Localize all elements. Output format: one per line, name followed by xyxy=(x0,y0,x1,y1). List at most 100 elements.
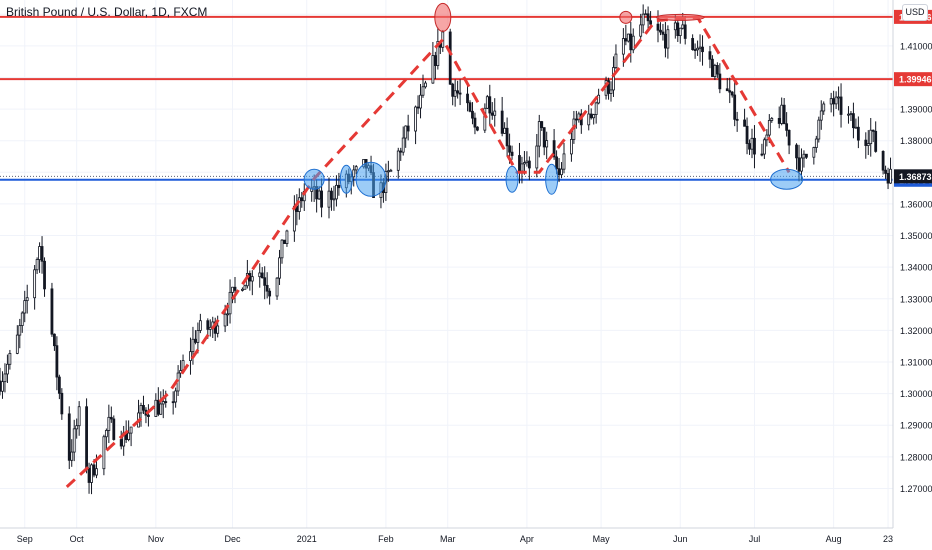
candle-body xyxy=(250,276,254,282)
candle xyxy=(852,102,855,139)
candle xyxy=(666,25,670,59)
candle xyxy=(812,146,816,165)
candle xyxy=(233,276,237,304)
candle xyxy=(75,418,79,439)
candle-body xyxy=(401,137,405,153)
candle-body xyxy=(847,113,850,116)
candle xyxy=(414,105,417,145)
candle xyxy=(683,16,687,45)
support-touch-marker xyxy=(339,164,353,194)
candle-body xyxy=(552,140,556,158)
price-tick-label: 1.31000 xyxy=(900,358,932,368)
candle xyxy=(735,111,739,132)
candle xyxy=(562,142,566,174)
candle-body xyxy=(664,33,667,49)
candle-body xyxy=(834,96,838,105)
candle xyxy=(733,81,737,127)
candle-body xyxy=(191,338,195,353)
candle xyxy=(283,239,286,244)
candle xyxy=(433,51,437,79)
candle-body xyxy=(560,168,563,176)
price-axis[interactable]: 1.27000 1.28000 1.29000 1.30000 1.31000 1.320… xyxy=(892,0,932,550)
candle-body xyxy=(691,38,695,50)
candle xyxy=(787,129,791,155)
candle-body xyxy=(555,156,558,170)
candle xyxy=(730,91,734,98)
candle-body xyxy=(693,49,697,51)
candle xyxy=(750,128,754,159)
candle xyxy=(485,94,489,110)
candle-body xyxy=(839,96,843,115)
candle-body xyxy=(466,93,469,104)
candle-body xyxy=(520,163,524,172)
candle-body xyxy=(8,352,12,365)
candle-body xyxy=(147,414,150,417)
candle xyxy=(396,147,400,179)
candle xyxy=(228,279,232,324)
candle-body xyxy=(812,147,816,158)
candle-body xyxy=(38,246,41,260)
candle-body xyxy=(525,160,529,163)
candle xyxy=(574,110,578,129)
candle xyxy=(626,33,630,43)
time-axis[interactable]: Sep Oct Nov Dec 2021 Feb Mar Apr May Jun Jul Aug 23 xyxy=(0,527,893,550)
candle-body xyxy=(127,432,131,440)
price-tick-label: 1.33000 xyxy=(900,294,932,304)
candle-body xyxy=(713,65,717,77)
candle-body xyxy=(725,88,729,92)
candle xyxy=(696,40,699,56)
candle-body xyxy=(278,257,281,279)
candle xyxy=(537,114,541,158)
candle-body xyxy=(587,113,591,126)
candle xyxy=(275,277,279,300)
candle xyxy=(159,391,163,415)
candle xyxy=(711,55,714,77)
candle xyxy=(15,325,19,355)
candle-body xyxy=(805,153,808,158)
candle xyxy=(258,263,262,288)
candle xyxy=(332,185,336,211)
candle xyxy=(814,135,818,153)
candle xyxy=(713,63,717,80)
candle-body xyxy=(644,13,648,16)
candle xyxy=(762,137,766,159)
candle xyxy=(386,160,390,182)
last-price-tag-label: 1.36873 xyxy=(899,172,932,182)
candle xyxy=(23,290,27,323)
support-touch-marker xyxy=(505,165,519,193)
candle xyxy=(782,97,786,125)
candle xyxy=(280,239,284,264)
support-touch-marker xyxy=(303,168,325,190)
candle-body xyxy=(320,190,323,208)
price-tick-label: 1.35000 xyxy=(900,231,932,241)
candle-body xyxy=(159,403,163,415)
price-tick-label: 1.34000 xyxy=(900,263,932,273)
candle-body xyxy=(483,107,487,131)
candle xyxy=(198,313,202,334)
candle-body xyxy=(332,198,336,201)
candle-body xyxy=(243,285,247,290)
candle xyxy=(847,106,850,124)
candle xyxy=(523,151,526,175)
candle-body xyxy=(743,119,746,127)
candle-body xyxy=(577,113,581,121)
candle xyxy=(122,425,126,456)
candle xyxy=(109,406,113,423)
candle xyxy=(646,6,650,30)
candle xyxy=(854,118,858,129)
currency-badge[interactable]: USD xyxy=(902,4,928,21)
candle xyxy=(72,419,76,462)
candle xyxy=(886,167,890,190)
candle-body xyxy=(782,104,786,125)
candle-body xyxy=(631,35,635,51)
candle-body xyxy=(35,259,39,271)
candle xyxy=(179,360,182,378)
candle xyxy=(780,97,784,126)
candle-body xyxy=(570,139,573,155)
candle-body xyxy=(3,373,7,383)
candle-body xyxy=(231,286,234,293)
price-tick-label: 1.41000 xyxy=(900,41,932,51)
candle xyxy=(592,113,596,125)
candle-body xyxy=(753,137,756,155)
